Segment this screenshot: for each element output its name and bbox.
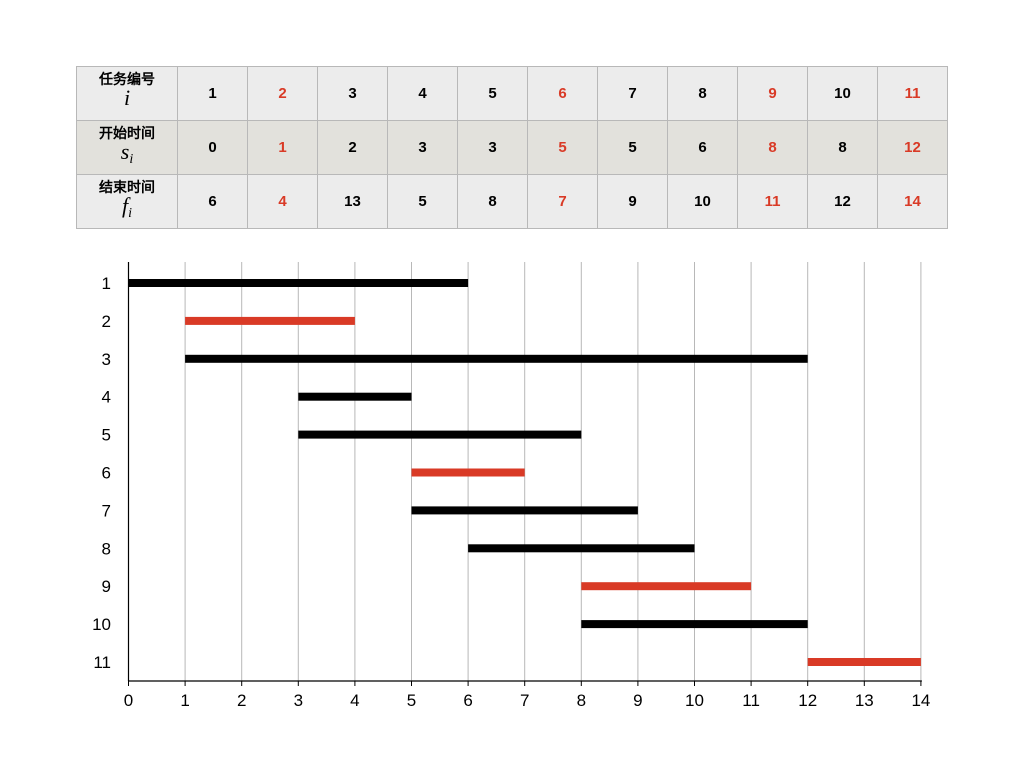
interval-bar-highlight — [411, 468, 525, 477]
table-row-start-time: 开始时间 si 0 1 2 3 3 5 5 6 8 8 12 — [76, 120, 948, 175]
table-cell: 9 — [597, 174, 668, 229]
header-label: 结束时间 — [99, 179, 155, 196]
table-cell: 8 — [457, 174, 528, 229]
table-cell: 6 — [667, 120, 738, 175]
table-row-finish-time: 结束时间 fi 6 4 13 5 8 7 9 10 11 12 14 — [76, 174, 948, 229]
table-cell: 5 — [387, 174, 458, 229]
y-category-label: 5 — [102, 426, 111, 445]
header-symbol: si — [120, 138, 134, 167]
header-label: 开始时间 — [99, 125, 155, 142]
y-category-label: 7 — [102, 501, 111, 520]
y-category-label: 11 — [93, 653, 111, 672]
y-category-label: 8 — [102, 539, 111, 558]
table-cell: 5 — [597, 120, 668, 175]
table-cell: 5 — [527, 120, 598, 175]
table-cell: 3 — [457, 120, 528, 175]
x-tick-label: 4 — [350, 691, 359, 710]
row-header-start-time: 开始时间 si — [76, 120, 178, 175]
y-category-label: 10 — [92, 615, 111, 634]
table-cell: 1 — [177, 66, 248, 121]
x-tick-label: 6 — [463, 691, 472, 710]
table-cell: 2 — [317, 120, 388, 175]
table-cell: 4 — [247, 174, 318, 229]
interval-bar — [298, 392, 412, 401]
table-cell: 6 — [177, 174, 248, 229]
header-label: 任务编号 — [99, 71, 155, 88]
table-cell: 9 — [737, 66, 808, 121]
x-tick-label: 1 — [180, 691, 189, 710]
table-cell: 10 — [667, 174, 738, 229]
table-cell: 12 — [807, 174, 878, 229]
interval-bar — [128, 279, 469, 287]
y-category-label: 1 — [102, 274, 111, 293]
table-cell: 8 — [807, 120, 878, 175]
header-symbol: fi — [121, 192, 132, 221]
table-cell: 11 — [877, 66, 948, 121]
x-tick-label: 3 — [294, 691, 303, 710]
interval-bar — [411, 506, 638, 515]
table-cell: 4 — [387, 66, 458, 121]
x-tick-label: 2 — [237, 691, 246, 710]
interval-bar-highlight — [807, 658, 921, 666]
interval-bar-highlight — [581, 582, 752, 591]
table-row-task-id: 任务编号 i 1 2 3 4 5 6 7 8 9 10 11 — [76, 66, 948, 121]
x-tick-label: 9 — [633, 691, 642, 710]
table-cell: 1 — [247, 120, 318, 175]
y-category-label: 3 — [102, 350, 111, 369]
x-tick-label: 7 — [520, 691, 529, 710]
interval-bar — [185, 354, 808, 363]
interval-bar — [298, 430, 582, 439]
table-cell: 6 — [527, 66, 598, 121]
row-header-finish-time: 结束时间 fi — [76, 174, 178, 229]
x-tick-label: 14 — [911, 691, 930, 710]
interval-bar-highlight — [185, 316, 355, 325]
x-tick-label: 0 — [124, 691, 133, 710]
y-category-label: 4 — [102, 388, 111, 407]
x-tick-label: 11 — [742, 691, 760, 710]
interval-bar — [468, 544, 695, 553]
table-cell: 3 — [317, 66, 388, 121]
table-cell: 14 — [877, 174, 948, 229]
x-tick-label: 8 — [577, 691, 586, 710]
y-category-label: 6 — [102, 464, 111, 483]
x-tick-label: 5 — [407, 691, 416, 710]
table-cell: 8 — [737, 120, 808, 175]
table-cell: 12 — [877, 120, 948, 175]
x-tick-label: 10 — [685, 691, 704, 710]
table-cell: 11 — [737, 174, 808, 229]
y-category-label: 9 — [102, 577, 111, 596]
table-cell: 0 — [177, 120, 248, 175]
table-cell: 13 — [317, 174, 388, 229]
x-tick-label: 13 — [855, 691, 874, 710]
y-category-label: 2 — [102, 312, 111, 331]
x-tick-label: 12 — [798, 691, 817, 710]
interval-bar — [581, 620, 808, 629]
header-symbol: i — [123, 84, 131, 110]
